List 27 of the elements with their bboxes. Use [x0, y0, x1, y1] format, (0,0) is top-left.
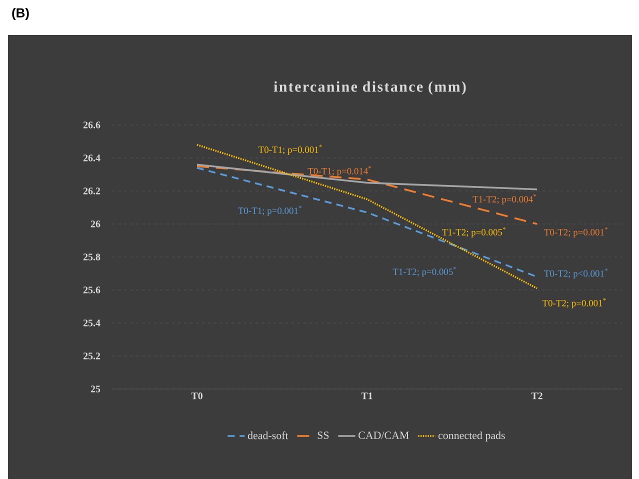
x-tick-label: T1 [361, 392, 372, 400]
annotation: T0-T2; p=0.001$^{*}$ [544, 227, 608, 238]
annotation: T1-T2; p=0.004$^{*}$ [472, 194, 536, 204]
annotation: T0-T1; p=0.014$^{*}$ [308, 166, 372, 176]
legend-label: connected pads [438, 431, 505, 442]
y-tick-label: 26.2 [83, 188, 100, 194]
y-tick-label: 26.6 [83, 122, 100, 128]
annotation: T1-T2; p=0.005$^{*}$ [392, 266, 456, 277]
y-tick-label: 26 [90, 220, 100, 228]
y-tick-label: 25.2 [83, 352, 100, 360]
y-tick-label: 25 [90, 386, 100, 392]
legend-label: CAD/CAM [358, 432, 409, 439]
text: (B) [12, 8, 29, 20]
legend-label: dead-soft [248, 431, 288, 440]
annotation: T0-T1; p=0.001$^{*}$ [258, 144, 322, 155]
annotation: T0-T2; p<0.001$^{*}$ [544, 268, 608, 279]
annotation: T0-T1; p=0.001$^{*}$ [238, 206, 302, 216]
legend-label: SS [318, 432, 329, 439]
chart-title: intercanine distance (mm) [274, 81, 466, 95]
annotation: T0-T2; p=0.001$^{*}$ [542, 298, 606, 308]
y-tick-label: 25.4 [83, 320, 100, 326]
y-tick-label: 25.6 [83, 286, 100, 294]
y-tick-label: 25.8 [83, 254, 100, 260]
x-tick-label: T0 [191, 392, 202, 400]
y-tick-label: 26.4 [83, 154, 100, 162]
x-tick-label: T2 [531, 392, 542, 400]
annotation: T1-T2; p=0.005$^{*}$ [442, 227, 506, 238]
